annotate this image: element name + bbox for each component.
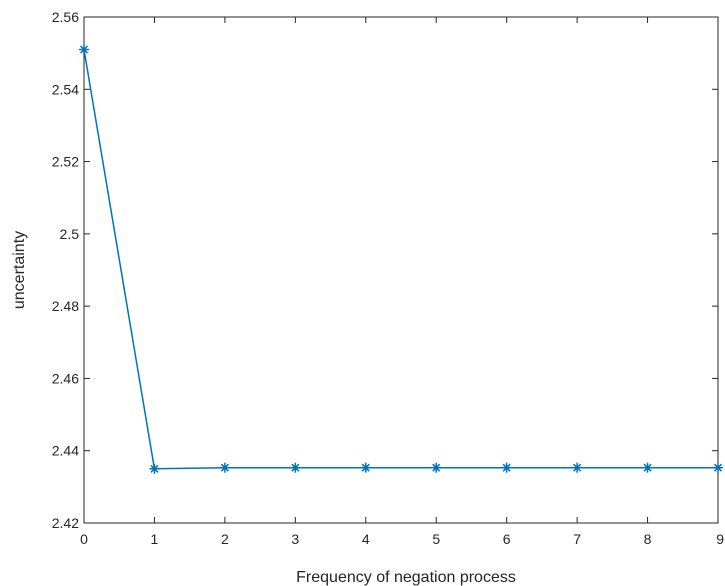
data-point-marker (713, 462, 723, 473)
y-tick-label: 2.46 (52, 370, 79, 386)
data-point-marker (642, 462, 653, 473)
axes-box (83, 16, 719, 524)
y-tick-label: 2.44 (52, 443, 79, 459)
x-tick-label: 3 (291, 531, 299, 547)
x-tick-label: 5 (432, 531, 440, 547)
y-tick-label: 2.52 (52, 154, 79, 170)
y-tick-label: 2.42 (52, 515, 79, 531)
data-point-marker (360, 462, 371, 473)
data-point-marker (149, 463, 160, 474)
y-axis: 2.42 2.44 2.46 2.48 2.5 2.52 2.54 2.56 (52, 9, 718, 531)
y-tick-label: 2.48 (52, 298, 79, 314)
x-tick-label: 6 (503, 531, 511, 547)
y-tick-label: 2.54 (52, 81, 79, 97)
data-point-marker (572, 462, 583, 473)
x-tick-label: 4 (362, 531, 370, 547)
data-point-marker (79, 44, 89, 55)
x-tick-label: 8 (644, 531, 652, 547)
x-tick-label: 9 (716, 531, 724, 547)
y-axis-title: uncertainty (11, 231, 28, 309)
series-line (83, 49, 718, 470)
y-tick-label: 2.56 (52, 9, 79, 25)
data-point-marker (431, 462, 442, 473)
x-axis: 0 1 2 3 4 5 6 7 8 9 (80, 17, 724, 547)
x-axis-title: Frequency of negation process (296, 569, 516, 586)
data-point-marker (290, 462, 301, 473)
data-point-marker (219, 462, 230, 473)
x-tick-label: 2 (221, 531, 229, 547)
x-tick-label: 0 (80, 531, 88, 547)
x-tick-label: 7 (573, 531, 581, 547)
data-point-marker (501, 462, 512, 473)
plot-area (79, 16, 723, 524)
x-tick-label: 1 (151, 531, 159, 547)
y-tick-label: 2.5 (60, 226, 80, 242)
